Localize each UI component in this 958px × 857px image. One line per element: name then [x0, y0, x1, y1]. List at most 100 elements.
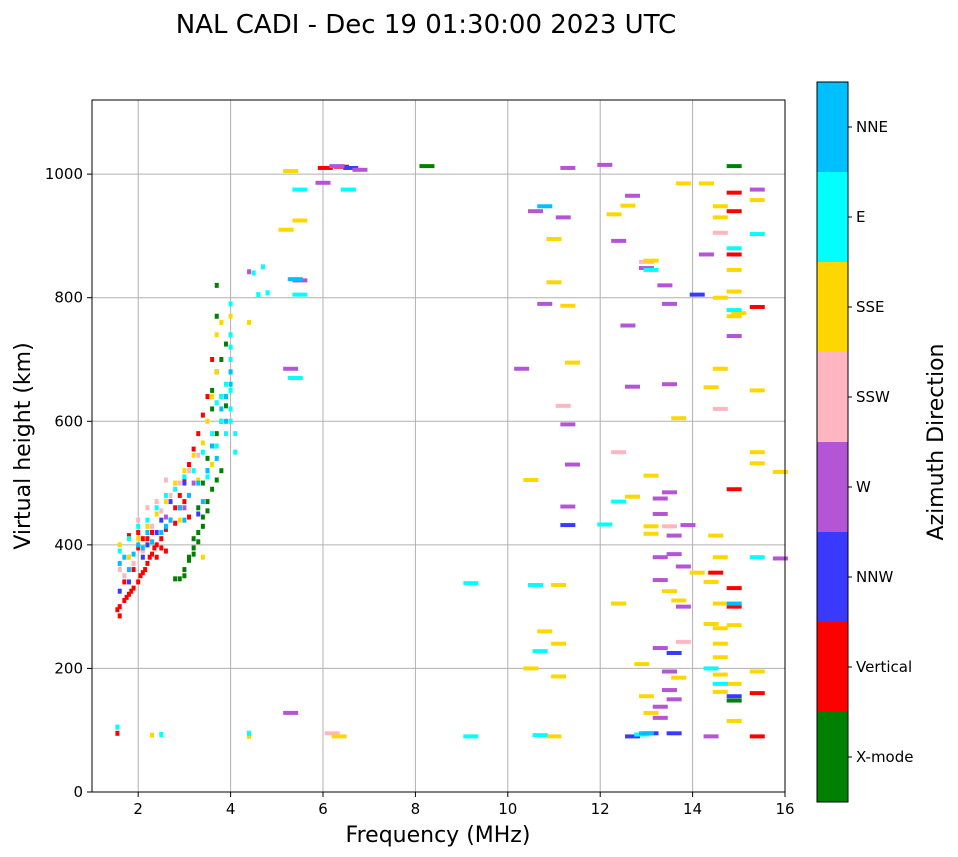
- x-tick-label: 12: [591, 800, 610, 818]
- data-point: [223, 394, 228, 400]
- data-point: [219, 406, 224, 412]
- data-point: [726, 190, 742, 195]
- data-point: [662, 688, 677, 693]
- data-point: [652, 511, 668, 516]
- data-point: [177, 517, 182, 523]
- data-point: [726, 698, 742, 703]
- data-point: [159, 508, 164, 514]
- data-point: [260, 264, 265, 270]
- colorbar-category-label: X-mode: [856, 748, 913, 766]
- data-point: [712, 215, 728, 220]
- data-point: [537, 204, 553, 209]
- data-point: [712, 295, 728, 300]
- data-point: [233, 449, 238, 455]
- data-point: [145, 517, 150, 523]
- data-point: [666, 731, 682, 736]
- data-point: [177, 492, 182, 498]
- data-point: [117, 613, 122, 619]
- data-point: [523, 666, 539, 671]
- x-tick-label: 6: [318, 800, 328, 818]
- data-point: [625, 193, 641, 198]
- data-point: [283, 710, 299, 715]
- data-point: [625, 494, 641, 499]
- data-point: [187, 462, 192, 468]
- y-tick-label: 800: [54, 289, 83, 307]
- data-point: [145, 505, 150, 511]
- data-point: [136, 545, 141, 551]
- data-point: [122, 554, 127, 560]
- data-point: [726, 289, 742, 294]
- data-point: [131, 560, 136, 566]
- data-point: [532, 733, 548, 738]
- data-point: [698, 252, 714, 257]
- data-point: [749, 304, 765, 309]
- data-point: [154, 499, 159, 505]
- data-point: [196, 505, 201, 511]
- data-point: [136, 542, 141, 548]
- data-point: [196, 477, 201, 483]
- data-point: [152, 545, 157, 551]
- data-point: [154, 505, 159, 511]
- data-point: [191, 452, 196, 458]
- data-point: [200, 480, 205, 486]
- data-point: [712, 626, 728, 631]
- data-point: [611, 238, 627, 243]
- y-tick-label: 400: [54, 536, 83, 554]
- data-point: [219, 357, 224, 362]
- data-point: [228, 344, 233, 350]
- data-point: [182, 480, 187, 486]
- data-point: [219, 468, 224, 474]
- data-point: [205, 508, 210, 514]
- data-point: [611, 450, 627, 455]
- data-point: [749, 461, 765, 466]
- data-point: [182, 517, 187, 523]
- data-point: [551, 583, 567, 588]
- data-point: [136, 517, 141, 523]
- data-point: [643, 531, 659, 536]
- series-x-mode: [173, 164, 742, 703]
- data-point: [528, 209, 544, 214]
- data-point: [606, 212, 622, 217]
- data-point: [129, 588, 134, 594]
- data-point: [228, 313, 233, 319]
- data-point: [666, 650, 682, 655]
- data-point: [749, 669, 765, 674]
- data-point: [343, 165, 359, 170]
- data-point: [150, 551, 155, 557]
- data-point: [117, 588, 122, 594]
- data-point: [136, 536, 141, 542]
- data-point: [662, 382, 677, 387]
- data-point: [652, 555, 668, 560]
- data-point: [210, 357, 215, 362]
- data-point: [163, 477, 168, 483]
- series-w: [163, 162, 788, 739]
- data-point: [200, 440, 205, 446]
- data-point: [620, 323, 636, 328]
- data-point: [726, 252, 742, 257]
- data-point: [145, 530, 150, 535]
- data-point: [560, 504, 576, 509]
- data-point: [726, 623, 742, 628]
- data-point: [117, 604, 122, 610]
- data-point: [564, 360, 580, 365]
- data-point: [708, 533, 724, 538]
- data-point: [115, 607, 120, 613]
- data-point: [168, 499, 173, 505]
- data-point: [182, 567, 187, 573]
- data-point: [352, 167, 368, 172]
- data-point: [675, 604, 691, 609]
- data-point: [712, 641, 728, 646]
- data-point: [675, 564, 691, 569]
- data-point: [223, 381, 228, 387]
- data-point: [712, 230, 728, 235]
- data-point: [182, 499, 187, 505]
- data-point: [675, 181, 691, 186]
- data-point: [597, 522, 613, 527]
- data-point: [597, 162, 613, 167]
- data-point: [150, 732, 155, 738]
- data-point: [662, 301, 677, 306]
- data-point: [205, 468, 210, 474]
- data-point: [726, 694, 742, 699]
- data-point: [528, 583, 544, 588]
- data-point: [560, 303, 576, 308]
